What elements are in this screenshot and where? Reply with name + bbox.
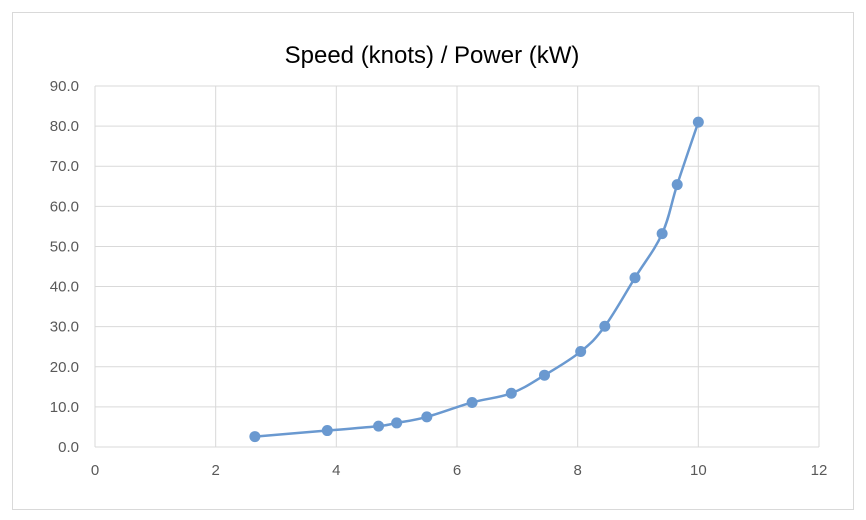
y-tick-label: 10.0 [50,399,79,416]
x-tick-label: 0 [91,462,99,479]
y-tick-label: 90.0 [50,78,79,95]
y-tick-label: 20.0 [50,359,79,376]
data-point [373,420,385,432]
y-tick-label: 60.0 [50,198,79,215]
data-point [505,387,517,399]
data-point [249,431,261,443]
y-tick-label: 80.0 [50,118,79,135]
y-tick-label: 30.0 [50,319,79,336]
speed-power-chart: Speed (knots) / Power (kW) 0.0 10.0 20.0 30… [50,42,828,479]
data-point [421,411,433,423]
chart-frame: Speed (knots) / Power (kW) 0.0 10.0 20.0 30… [12,12,854,510]
x-tick-label: 10 [690,462,707,479]
x-tick-label: 12 [811,462,828,479]
y-tick-label: 40.0 [50,279,79,296]
y-tick-label: 70.0 [50,158,79,175]
x-tick-label: 8 [573,462,581,479]
data-point [391,417,403,429]
y-tick-label: 0.0 [58,439,79,456]
data-point [466,396,478,408]
y-tick-label: 50.0 [50,238,79,255]
chart-title: Speed (knots) / Power (kW) [285,42,580,69]
tick-labels: 0.0 10.0 20.0 30.0 40.0 50.0 60.0 70.0 80.0 90.0 0… [50,78,828,479]
data-series [249,116,704,443]
x-tick-label: 4 [332,462,340,479]
data-point [692,116,704,128]
grid-layer [94,85,820,448]
data-point [656,228,668,240]
data-point [599,320,611,332]
data-point [575,346,587,358]
x-tick-label: 6 [453,462,461,479]
data-point [321,425,333,437]
data-point [671,179,683,191]
data-point [629,272,641,284]
data-point [538,369,550,381]
x-tick-label: 2 [211,462,219,479]
